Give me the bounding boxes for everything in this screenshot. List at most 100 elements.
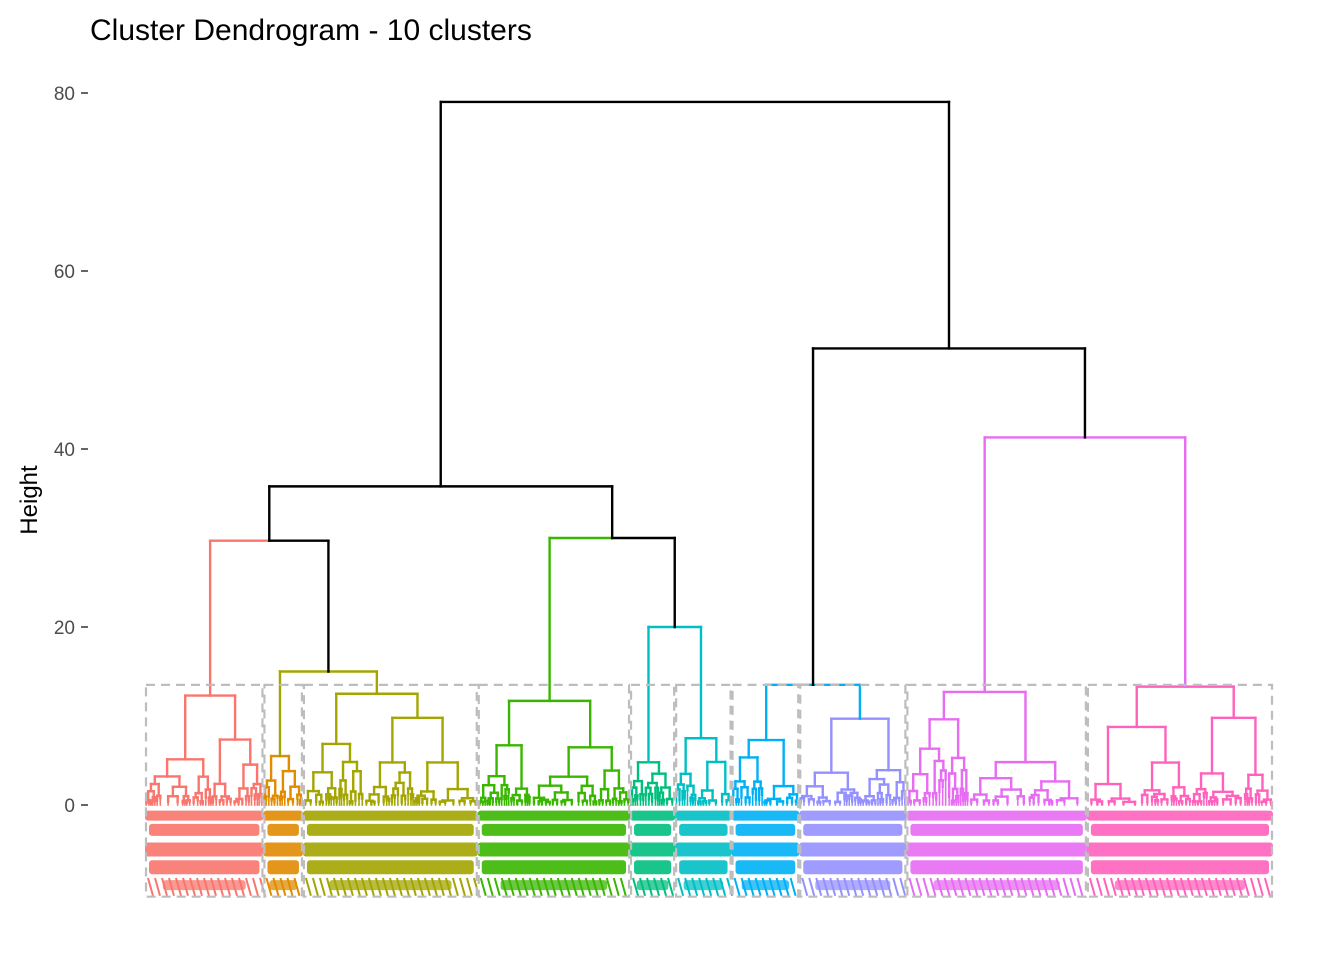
leaf-label-stroke (1137, 877, 1145, 897)
leaf-label-row (1090, 823, 1269, 836)
leaf-label-stroke (1242, 877, 1250, 897)
leaf-label-stroke (360, 877, 368, 897)
leaf-label-row (263, 810, 303, 821)
leaf-label-stroke (1062, 877, 1070, 897)
leaf-label-stroke (353, 877, 361, 897)
leaf-label-stroke (605, 877, 613, 897)
leaf-label-stroke (992, 877, 1000, 897)
leaf-label-row (910, 823, 1083, 836)
leaf-label-stroke (971, 877, 979, 897)
leaf-label-stroke (1151, 877, 1159, 897)
leaf-label-stroke (815, 877, 823, 897)
leaf-label-row (634, 860, 672, 875)
leaf-label-stroke (733, 877, 741, 897)
leaf-label-stroke (286, 877, 294, 897)
leaf-label-stroke (964, 877, 972, 897)
leaf-label-row (477, 842, 631, 857)
y-axis: 0 20 40 60 80 (54, 84, 88, 817)
chart-title: Cluster Dendrogram - 10 clusters (90, 14, 532, 47)
leaf-label-stroke (775, 877, 783, 897)
leaf-label-stroke (224, 877, 231, 897)
leaf-label-row (906, 810, 1087, 821)
y-tick-label: 60 (54, 262, 75, 283)
leaf-label-stroke (272, 877, 280, 897)
leaf-label-row (933, 880, 1060, 891)
leaf-label-stroke (850, 877, 858, 897)
leaf-label-stroke (402, 877, 410, 897)
leaf-label-stroke (1095, 877, 1103, 897)
leaf-label-stroke (210, 877, 217, 897)
leaf-label-stroke (1034, 877, 1042, 897)
leaf-label-stroke (836, 877, 844, 897)
leaf-label-row (1090, 860, 1269, 875)
leaf-label-stroke (985, 877, 993, 897)
leaf-label-row (675, 842, 732, 857)
leaf-label-stroke (444, 877, 452, 897)
leaf-label-stroke (245, 877, 252, 897)
leaf-label-stroke (154, 877, 161, 897)
cluster-rect (477, 683, 631, 898)
leaf-label-stroke (1235, 877, 1243, 897)
leaf-label-row (630, 810, 676, 821)
leaf-label-stroke (570, 877, 578, 897)
leaf-label-stroke (684, 877, 692, 897)
leaf-label-row (731, 810, 800, 821)
leaf-label-stroke (646, 877, 654, 897)
leaf-label-stroke (822, 877, 830, 897)
leaf-label-stroke (677, 877, 685, 897)
leaf-label-stroke (936, 877, 944, 897)
leaf-label-row (306, 823, 474, 836)
leaf-label-stroke (591, 877, 599, 897)
leaf-label-stroke (1179, 877, 1187, 897)
leaf-label-stroke (1020, 877, 1028, 897)
leaf-label-stroke (465, 877, 473, 897)
leaf-label-stroke (705, 877, 713, 897)
leaf-label-stroke (339, 877, 347, 897)
leaf-label-stroke (388, 877, 396, 897)
leaf-label-stroke (698, 877, 706, 897)
leaf-label-stroke (182, 877, 189, 897)
leaf-label-stroke (957, 877, 965, 897)
leaf-label-row (267, 823, 299, 836)
leaf-label-stroke (409, 877, 417, 897)
leaf-label-stroke (451, 877, 459, 897)
cluster-rect (731, 683, 800, 898)
leaf-labels-layer (145, 810, 1273, 897)
leaf-label-stroke (395, 877, 403, 897)
leaf-label-row (735, 860, 796, 875)
y-tick-label: 80 (54, 84, 75, 105)
leaf-label-stroke (1144, 877, 1152, 897)
leaf-label-stroke (437, 877, 445, 897)
y-tick-label: 0 (64, 796, 75, 817)
leaf-label-stroke (1200, 877, 1208, 897)
leaf-label-row (803, 823, 903, 836)
leaf-label-stroke (808, 877, 816, 897)
leaf-label-stroke (943, 877, 951, 897)
leaf-label-stroke (915, 877, 923, 897)
leaf-label-stroke (374, 877, 382, 897)
leaf-label-stroke (252, 877, 259, 897)
leaf-label-stroke (653, 877, 661, 897)
leaf-label-stroke (203, 877, 210, 897)
leaf-label-stroke (1102, 877, 1110, 897)
leaf-label-stroke (1116, 877, 1124, 897)
leaf-label-stroke (493, 877, 501, 897)
leaf-label-row (636, 880, 669, 891)
leaf-label-stroke (899, 877, 907, 897)
leaf-label-row (302, 842, 478, 857)
leaf-label-row (149, 823, 260, 836)
leaf-label-stroke (577, 877, 585, 897)
leaf-label-row (302, 810, 478, 821)
leaf-label-stroke (761, 877, 769, 897)
leaf-label-stroke (265, 877, 273, 897)
leaf-label-row (799, 842, 907, 857)
leaf-label-stroke (639, 877, 647, 897)
leaf-label-stroke (691, 877, 699, 897)
y-tick-label: 20 (54, 618, 75, 639)
leaf-label-stroke (1027, 877, 1035, 897)
leaf-label-stroke (346, 877, 354, 897)
leaf-label-row (145, 842, 264, 857)
leaf-label-row (149, 860, 260, 875)
leaf-label-stroke (381, 877, 389, 897)
leaf-label-stroke (740, 877, 748, 897)
